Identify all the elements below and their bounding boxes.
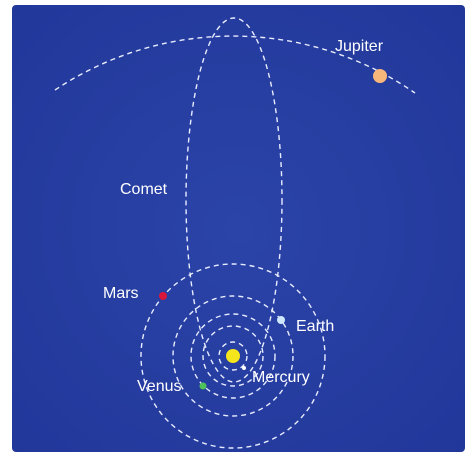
mercury-label: Mercury (252, 369, 310, 386)
mars-label: Mars (103, 285, 139, 302)
mercury (242, 366, 246, 370)
jupiter-label: Jupiter (335, 38, 384, 55)
background (12, 5, 465, 452)
sun (226, 349, 240, 363)
earth (277, 316, 285, 324)
page: {"bodies": {"jupiter": "Jupiter", "comet… (0, 0, 470, 457)
solar-system-diagram: Jupiter Comet Mars Earth Mercury Venus (0, 0, 470, 457)
venus (200, 383, 207, 390)
mars (159, 292, 167, 300)
jupiter (373, 69, 387, 83)
earth-label: Earth (296, 318, 334, 335)
comet-label: Comet (120, 181, 168, 198)
venus-label: Venus (137, 378, 181, 395)
